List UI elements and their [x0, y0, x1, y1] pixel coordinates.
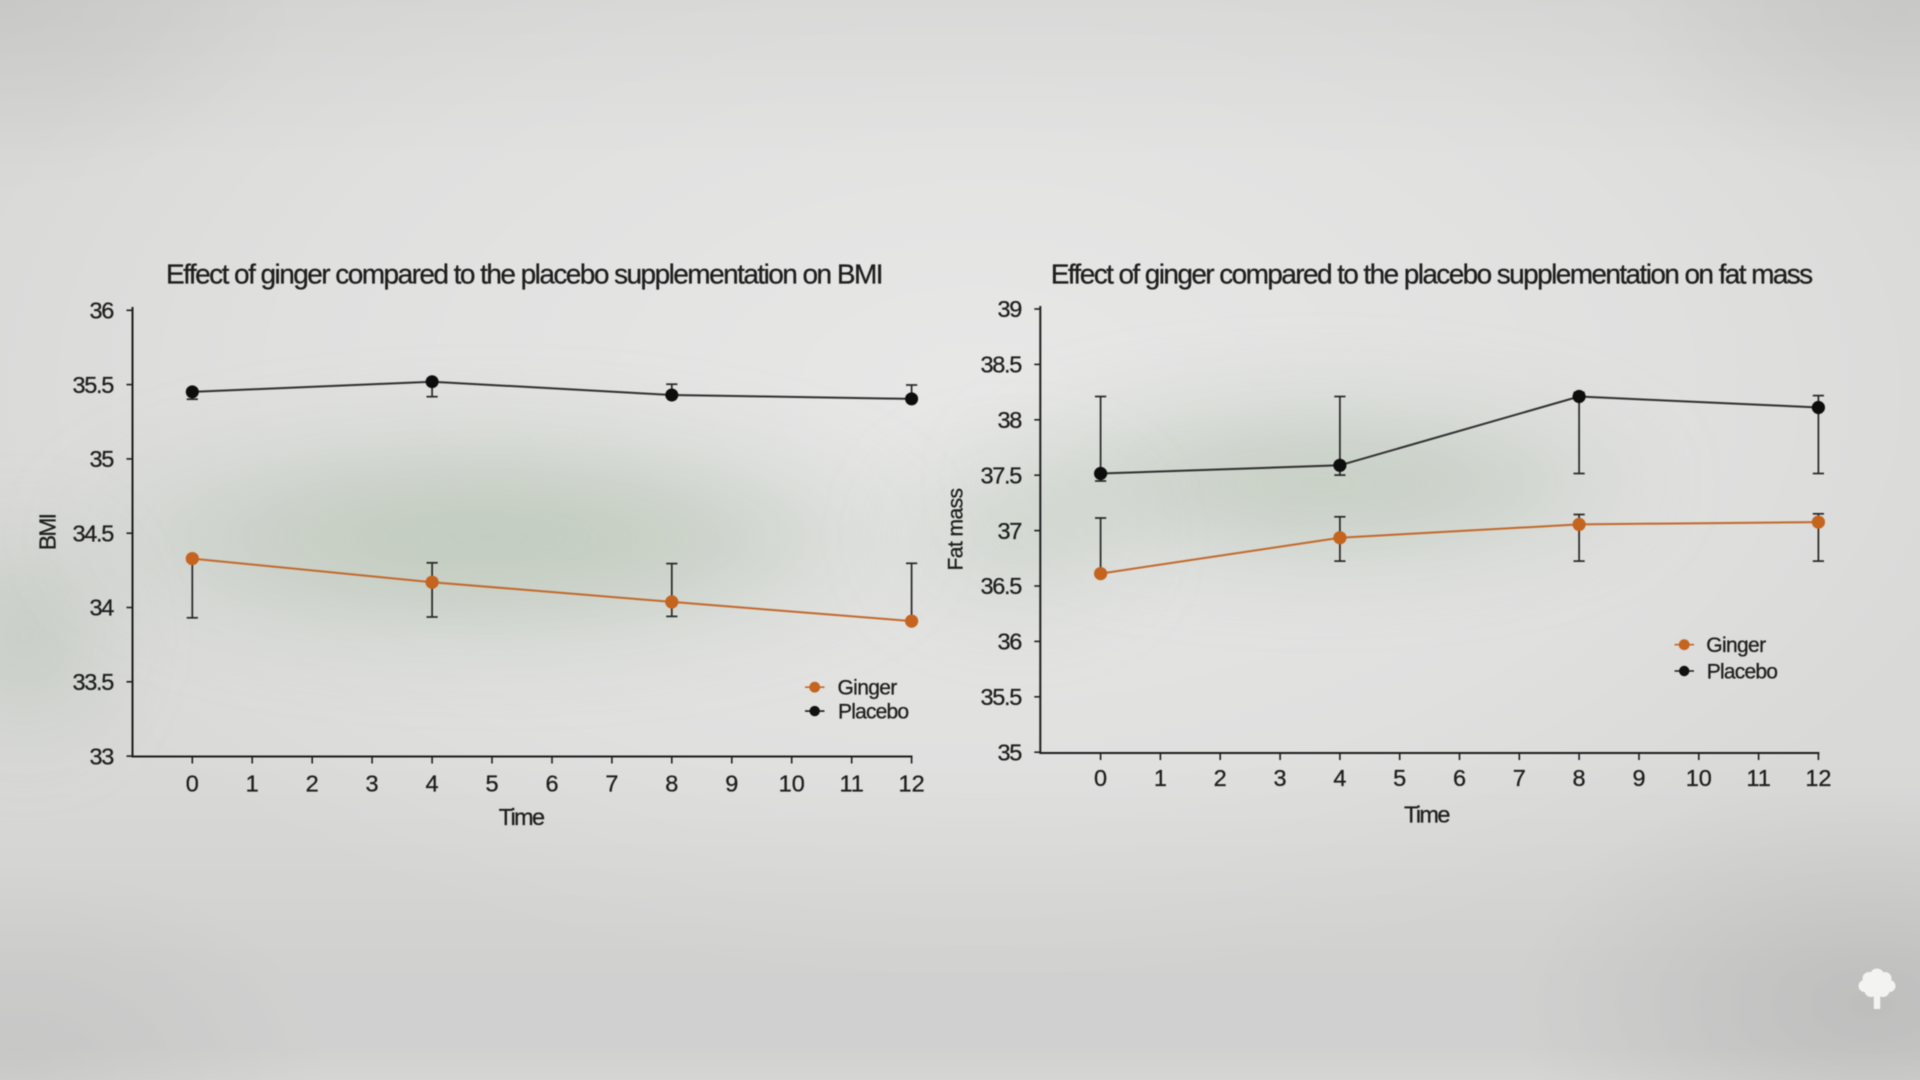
svg-text:Time: Time — [1404, 802, 1450, 828]
svg-text:36: 36 — [997, 629, 1022, 655]
svg-text:33: 33 — [89, 743, 114, 769]
svg-text:Ginger: Ginger — [838, 677, 898, 700]
svg-text:35: 35 — [997, 739, 1022, 765]
svg-text:12: 12 — [899, 770, 925, 796]
svg-text:38: 38 — [997, 407, 1022, 433]
svg-text:10: 10 — [1686, 765, 1712, 791]
svg-text:35.5: 35.5 — [980, 684, 1022, 710]
svg-text:Effect of ginger compared to t: Effect of ginger compared to the placebo… — [166, 259, 882, 290]
svg-text:Ginger: Ginger — [1706, 634, 1766, 657]
svg-text:10: 10 — [779, 770, 805, 796]
svg-text:37: 37 — [997, 518, 1021, 544]
svg-text:35.5: 35.5 — [72, 372, 114, 398]
svg-text:4: 4 — [426, 770, 439, 796]
svg-text:36.5: 36.5 — [980, 573, 1022, 599]
svg-text:0: 0 — [186, 770, 199, 796]
svg-text:9: 9 — [1632, 765, 1645, 791]
svg-text:12: 12 — [1805, 765, 1831, 791]
svg-text:2: 2 — [1214, 765, 1227, 791]
svg-text:Fat mass: Fat mass — [945, 488, 968, 570]
svg-text:6: 6 — [545, 770, 558, 796]
svg-text:BMI: BMI — [34, 514, 60, 550]
svg-text:7: 7 — [605, 770, 618, 796]
svg-text:5: 5 — [485, 770, 498, 796]
svg-text:35: 35 — [89, 446, 114, 472]
svg-text:1: 1 — [1154, 765, 1167, 791]
svg-text:8: 8 — [1573, 765, 1586, 791]
svg-text:6: 6 — [1453, 765, 1466, 791]
svg-text:Placebo: Placebo — [1707, 661, 1777, 684]
svg-text:36: 36 — [89, 298, 114, 324]
svg-text:2: 2 — [306, 770, 319, 796]
svg-text:1: 1 — [246, 770, 259, 796]
svg-text:Effect of ginger compared to t: Effect of ginger compared to the placebo… — [1051, 259, 1812, 290]
svg-text:34: 34 — [89, 595, 114, 621]
svg-text:5: 5 — [1393, 765, 1406, 791]
svg-text:33.5: 33.5 — [72, 669, 114, 695]
svg-text:11: 11 — [1746, 765, 1770, 791]
svg-text:11: 11 — [839, 770, 863, 796]
svg-text:8: 8 — [665, 770, 678, 796]
svg-text:Time: Time — [499, 804, 545, 830]
svg-text:34.5: 34.5 — [72, 520, 114, 546]
svg-text:37.5: 37.5 — [980, 462, 1022, 488]
svg-text:Placebo: Placebo — [838, 701, 908, 724]
svg-text:0: 0 — [1094, 765, 1107, 791]
svg-text:3: 3 — [1274, 765, 1287, 791]
svg-text:7: 7 — [1513, 765, 1526, 791]
svg-text:9: 9 — [725, 770, 738, 796]
svg-text:39: 39 — [997, 296, 1021, 322]
svg-text:3: 3 — [366, 770, 379, 796]
svg-text:38.5: 38.5 — [980, 352, 1022, 378]
svg-text:4: 4 — [1333, 765, 1346, 791]
